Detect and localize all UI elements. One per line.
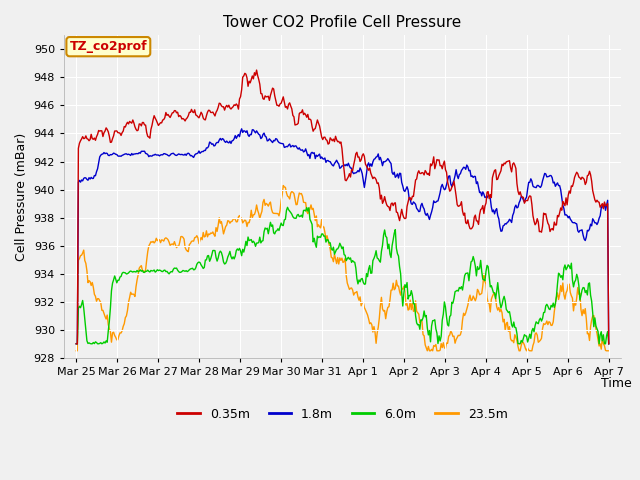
Title: Tower CO2 Profile Cell Pressure: Tower CO2 Profile Cell Pressure: [223, 15, 461, 30]
X-axis label: Time: Time: [602, 377, 632, 390]
Legend: 0.35m, 1.8m, 6.0m, 23.5m: 0.35m, 1.8m, 6.0m, 23.5m: [172, 403, 513, 426]
Text: TZ_co2prof: TZ_co2prof: [70, 40, 147, 53]
Y-axis label: Cell Pressure (mBar): Cell Pressure (mBar): [15, 132, 28, 261]
